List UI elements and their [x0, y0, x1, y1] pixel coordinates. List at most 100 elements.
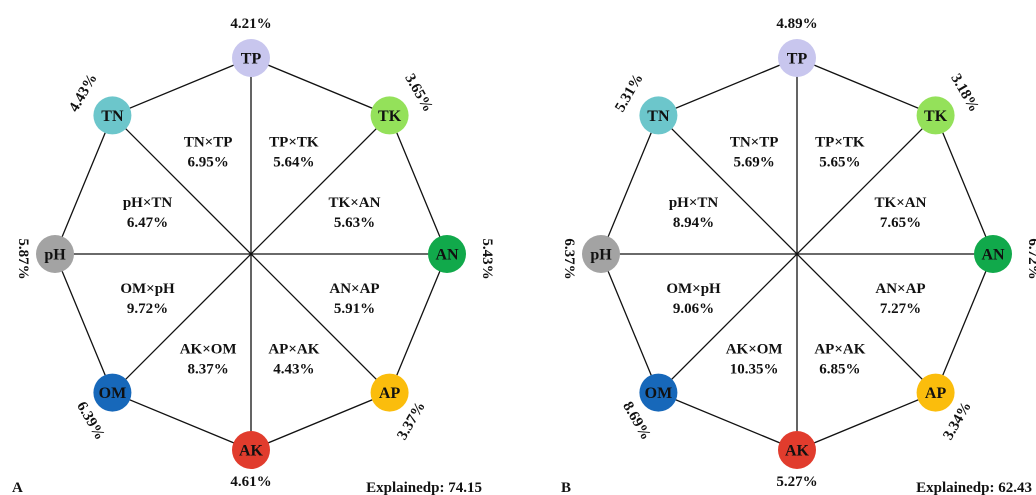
- node-percentage: 5.27%: [776, 474, 817, 490]
- node-label: AP: [925, 385, 947, 402]
- interaction-tn-tp: TN×TP 6.95%: [184, 135, 233, 171]
- node-ap: AP3.37%: [370, 373, 429, 443]
- interaction-tk-an: TK×AN 5.63%: [329, 195, 381, 231]
- interaction-value: 9.72%: [127, 301, 168, 317]
- interaction-ph-tn: pH×TN 8.94%: [669, 195, 719, 231]
- node-circle: [232, 39, 270, 77]
- node-circle: [370, 373, 409, 412]
- node-circle: [778, 431, 816, 469]
- node-circle: [639, 96, 678, 135]
- node-circle: [36, 235, 74, 273]
- interaction-tp-tk: TP×TK 5.65%: [815, 135, 865, 171]
- node-label: AK: [239, 443, 264, 460]
- panel-label: A: [12, 480, 23, 495]
- node-circle: [93, 96, 132, 135]
- explained-footer: Explainedp: 62.43: [916, 480, 1032, 495]
- node-an: AN 5.43%: [428, 235, 495, 280]
- node-circle: [639, 373, 678, 412]
- node-label: AN: [435, 247, 459, 264]
- node-ph: pH 5.87%: [15, 235, 74, 280]
- panel-label: B: [561, 480, 571, 495]
- interaction-name: AK×OM: [726, 341, 783, 357]
- node-percentage: 6.72%: [1025, 238, 1036, 279]
- interaction-name: pH×TN: [669, 195, 719, 211]
- node-ph: pH 6.37%: [561, 235, 620, 280]
- node-circle: [916, 96, 955, 135]
- node-label: AP: [379, 385, 401, 402]
- interaction-value: 6.47%: [127, 215, 168, 231]
- interaction-value: 5.63%: [334, 215, 375, 231]
- interaction-name: TN×TP: [184, 135, 233, 151]
- interaction-value: 8.94%: [673, 215, 714, 231]
- interaction-value: 6.85%: [819, 361, 860, 377]
- interaction-ap-ak: AP×AK 6.85%: [814, 341, 865, 377]
- interaction-name: AK×OM: [180, 341, 237, 357]
- node-circle: [778, 39, 816, 77]
- node-label: AK: [785, 443, 810, 460]
- interaction-name: TN×TP: [730, 135, 779, 151]
- node-tk: TK3.65%: [370, 71, 436, 135]
- interaction-name: pH×TN: [123, 195, 173, 211]
- interaction-value: 7.65%: [880, 215, 921, 231]
- node-percentage: 4.61%: [230, 474, 271, 490]
- interaction-name: OM×pH: [666, 281, 721, 297]
- node-ak: AK 5.27%: [776, 431, 818, 490]
- interaction-value: 6.95%: [188, 155, 229, 171]
- interaction-ap-ak: AP×AK 4.43%: [268, 341, 319, 377]
- interaction-value: 5.64%: [273, 155, 314, 171]
- node-label: OM: [99, 385, 127, 402]
- interaction-name: TK×AN: [329, 195, 381, 211]
- interaction-name: AN×AP: [875, 281, 925, 297]
- spoke-line: [657, 114, 937, 394]
- node-percentage: 6.37%: [561, 238, 577, 279]
- node-label: TN: [101, 108, 124, 125]
- interaction-value: 4.43%: [273, 361, 314, 377]
- interaction-value: 5.65%: [819, 155, 860, 171]
- node-label: TP: [787, 51, 808, 68]
- node-label: TN: [647, 108, 670, 125]
- node-label: TK: [378, 108, 402, 125]
- node-om: OM6.39%: [73, 373, 132, 443]
- node-ap: AP3.34%: [916, 373, 975, 443]
- node-an: AN 6.72%: [974, 235, 1036, 280]
- interaction-ph-tn: pH×TN 6.47%: [123, 195, 173, 231]
- interaction-tp-tk: TP×TK 5.64%: [269, 135, 319, 171]
- interaction-ak-om: AK×OM 10.35%: [726, 341, 783, 377]
- node-circle: [232, 431, 270, 469]
- node-label: pH: [590, 247, 612, 264]
- node-circle: [916, 373, 955, 412]
- interaction-ak-om: AK×OM 8.37%: [180, 341, 237, 377]
- interaction-name: OM×pH: [120, 281, 175, 297]
- interaction-om-ph: OM×pH 9.72%: [120, 281, 175, 317]
- node-percentage: 4.89%: [776, 16, 817, 32]
- interaction-tk-an: TK×AN 7.65%: [875, 195, 927, 231]
- explained-footer: Explainedp: 74.15: [366, 480, 482, 495]
- node-circle: [974, 235, 1012, 273]
- node-tn: TN5.31%: [612, 71, 678, 135]
- node-percentage: 5.87%: [15, 238, 31, 279]
- interaction-value: 7.27%: [880, 301, 921, 317]
- interaction-value: 9.06%: [673, 301, 714, 317]
- panel-b: TP×TK 5.65% TK×AN 7.65% AN×AP 7.27% AP×AK 6.85%…: [561, 16, 1036, 495]
- interaction-name: TP×TK: [815, 135, 865, 151]
- interaction-an-ap: AN×AP 7.27%: [875, 281, 925, 317]
- node-circle: [582, 235, 620, 273]
- node-circle: [93, 373, 132, 412]
- node-circle: [428, 235, 466, 273]
- panel-a: TP×TK 5.64% TK×AN 5.63% AN×AP 5.91% AP×AK 4.43%…: [12, 16, 495, 495]
- node-tn: TN4.43%: [66, 71, 132, 135]
- node-percentage: 4.21%: [230, 16, 271, 32]
- interaction-an-ap: AN×AP 5.91%: [329, 281, 379, 317]
- node-om: OM8.69%: [619, 373, 678, 443]
- node-label: TP: [241, 51, 262, 68]
- interaction-name: AN×AP: [329, 281, 379, 297]
- node-label: pH: [44, 247, 66, 264]
- interaction-value: 8.37%: [188, 361, 229, 377]
- interaction-tn-tp: TN×TP 5.69%: [730, 135, 779, 171]
- interaction-name: TK×AN: [875, 195, 927, 211]
- node-tp: TP 4.21%: [230, 16, 272, 77]
- spoke-line: [111, 114, 391, 394]
- interaction-name: TP×TK: [269, 135, 319, 151]
- node-label: OM: [645, 385, 673, 402]
